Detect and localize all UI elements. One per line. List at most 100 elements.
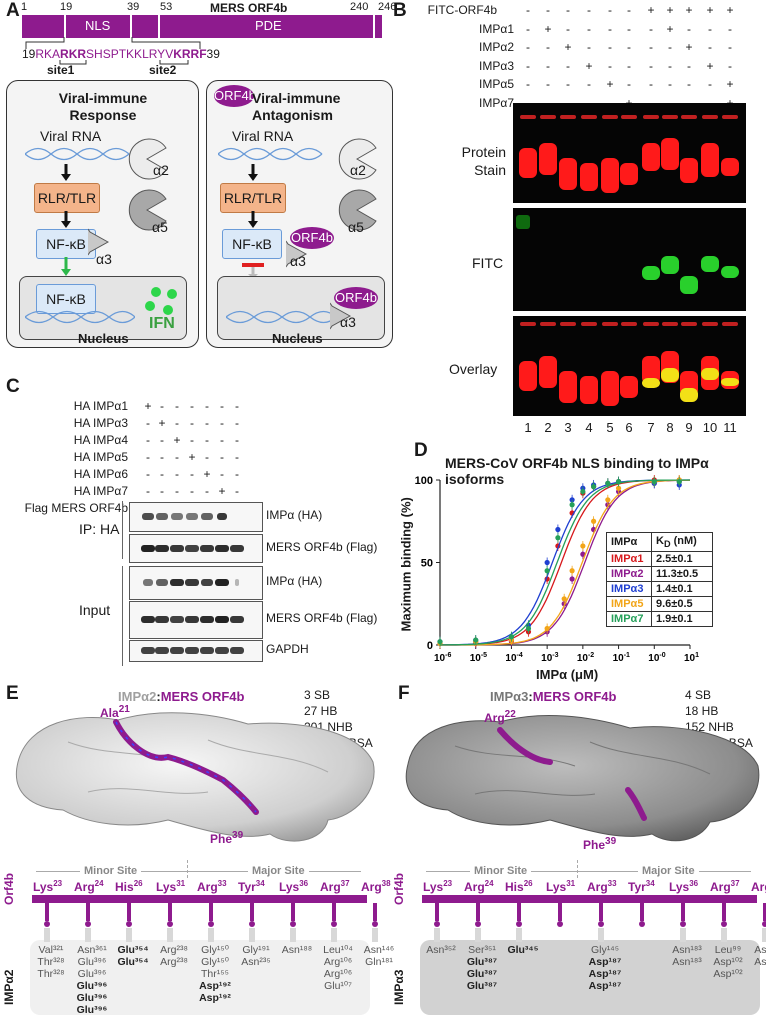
gel-well-band — [560, 115, 576, 119]
contact-residue: Arg²³⁸ — [160, 956, 188, 968]
x-tick-label: 10-0 — [648, 652, 665, 664]
blot-sign: - — [205, 484, 209, 498]
data-point — [437, 639, 443, 645]
blot-sign: - — [205, 433, 209, 447]
western-blot-strip — [129, 534, 263, 563]
contact-residue: Asp¹⁰² — [713, 956, 743, 968]
orf4b-residue: Arg37 — [320, 879, 350, 894]
overlay-well-band — [702, 322, 718, 326]
impa-side-label: IMPα2 — [2, 969, 16, 1005]
gel-bands — [516, 115, 739, 406]
gel-sign: - — [627, 58, 631, 73]
impa3-surface — [405, 715, 760, 842]
panel-label-a: A — [6, 0, 20, 21]
residue-name: Arg — [320, 880, 341, 894]
pde-divider-1 — [158, 15, 160, 38]
ip-bracket — [122, 501, 126, 559]
fitc-band — [701, 256, 719, 272]
gel-sign: - — [546, 3, 550, 17]
site-divider — [577, 860, 578, 878]
overlay-well-band — [581, 322, 597, 326]
data-point — [676, 479, 682, 485]
contact-residue: Asn³⁶¹ — [77, 944, 107, 956]
input-label: Input — [79, 602, 111, 618]
blot-band — [155, 647, 169, 654]
western-blot-strip — [129, 566, 263, 600]
panel-label-b: B — [393, 0, 407, 21]
viral-rna-label-2: Viral RNA — [232, 128, 294, 144]
blot-band — [171, 513, 183, 520]
seq-site1: RKR — [60, 47, 87, 61]
blot-band — [141, 544, 155, 552]
overlay-well-band — [681, 322, 697, 326]
contact-connector — [475, 928, 481, 942]
alpha2-label: α2 — [153, 162, 169, 178]
contact-residue: Gln¹⁸¹ — [365, 956, 393, 968]
minor-site-label: Minor Site — [470, 865, 532, 877]
kd-header-impa: IMPα — [606, 531, 652, 553]
minor-site-label: Minor Site — [80, 865, 142, 877]
kd-table: IMPα KD (nM) IMPα1 2.5±0.1 IMPα2 11.3±0.5 IM… — [606, 531, 713, 628]
major-site-label: Major Site — [638, 865, 699, 877]
pde-divider-2 — [373, 15, 375, 38]
gel-well-band — [621, 115, 637, 119]
blot-sign: + — [188, 450, 196, 464]
overlay-band — [559, 371, 577, 403]
residue-stem — [332, 903, 336, 921]
blot-band — [156, 513, 168, 520]
orf4b-residue: Arg24 — [464, 879, 494, 894]
residue-name: Lys — [156, 880, 177, 894]
contact-column: Ser³⁵¹ Glu³⁸⁷ Glu³⁸⁷ Glu³⁸⁷ — [460, 944, 504, 992]
y-tick-label: 50 — [421, 558, 433, 570]
residue-name: Arg — [710, 880, 731, 894]
gel-row-label: IMPα7 — [479, 95, 514, 110]
contact-connector — [290, 928, 296, 942]
alpha5-pacman — [128, 189, 167, 231]
residue-name: Arg — [74, 880, 95, 894]
contact-column: Arg²³⁸ Arg²³⁸ — [152, 944, 196, 968]
residue-name: Arg — [361, 880, 382, 894]
contact-connector — [762, 928, 766, 942]
blot-sign: - — [205, 416, 209, 430]
blot-sign: - — [235, 433, 239, 447]
blot-band — [201, 513, 213, 520]
contact-residue: Arg²³⁸ — [160, 944, 188, 956]
x-tick-label: 101 — [684, 652, 699, 664]
orf4b-residue: His26 — [115, 879, 143, 894]
kd-isoform: IMPα2 — [606, 566, 652, 583]
lane-number: 3 — [564, 420, 572, 435]
contact-residue: Glu¹⁰⁷ — [324, 980, 352, 992]
contact-residue: Glu³⁵⁴ — [117, 956, 149, 968]
overlay-yellow-band — [661, 368, 679, 382]
panel-f-title: IMPα3:MERS ORF4b — [490, 689, 616, 704]
orf4b-side-label: Orf4b — [2, 872, 16, 905]
gel-row-label: IMPα2 — [479, 40, 514, 54]
arrow-rlr-to-nfkb-2 — [248, 211, 258, 228]
residue-number: 33 — [217, 879, 227, 888]
lane-number: 2 — [544, 420, 552, 435]
gel-sign: - — [668, 58, 672, 73]
gel-sign: - — [526, 58, 530, 73]
lane-number: 7 — [647, 420, 655, 435]
contact-column: Gly¹⁵⁰ Gly¹⁵⁰ Thr¹⁵⁵ Asp¹⁹² Asp¹⁹² — [193, 944, 237, 1004]
contact-residue: Asp¹⁹² — [199, 980, 231, 992]
kd-header-d: D — [663, 539, 671, 550]
gel-row-label: FITC-ORF4b — [427, 3, 497, 17]
blot-sign: - — [205, 450, 209, 464]
blot-row-label: HA IMPα4 — [73, 433, 128, 447]
residue-number: 24 — [94, 879, 104, 888]
blot-band — [215, 579, 229, 586]
blot-band — [215, 647, 229, 654]
gel-sign: + — [726, 77, 734, 91]
data-point — [544, 568, 550, 574]
gel-sign: - — [587, 40, 591, 54]
lane-number: 4 — [585, 420, 593, 435]
kd-isoform: IMPα7 — [606, 611, 652, 628]
contact-residue: Glu³⁸⁷ — [466, 968, 498, 980]
blot-row-label: HA IMPα3 — [73, 416, 128, 430]
blot-sign: - — [190, 416, 194, 430]
gel-sign: - — [566, 77, 570, 91]
contact-residue: Asn¹⁴⁶ — [363, 944, 395, 956]
blot-row-label: Flag MERS ORF4b — [24, 501, 128, 515]
blot-label: GAPDH — [266, 642, 309, 656]
